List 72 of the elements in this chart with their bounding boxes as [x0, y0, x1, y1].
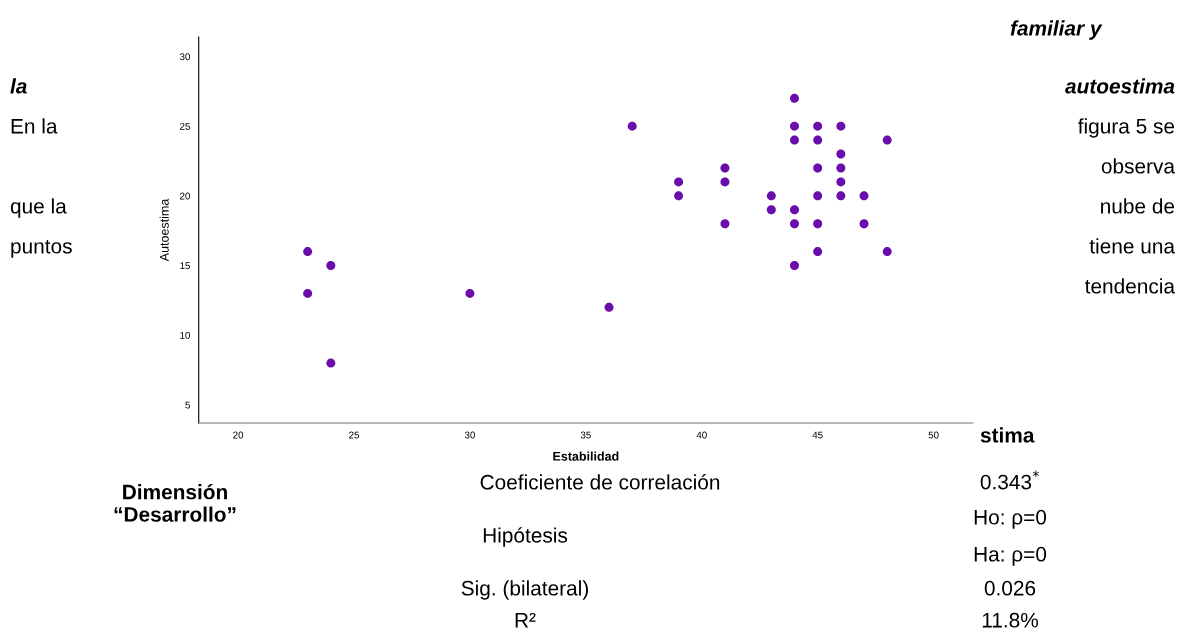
- point: [859, 191, 869, 201]
- point: [465, 288, 475, 298]
- point: [720, 163, 730, 173]
- point: [674, 177, 684, 187]
- point: [720, 219, 730, 229]
- text: 0.343$^{*}$: [980, 470, 1040, 490]
- point: [813, 191, 823, 201]
- x-axis-title: Estabilidad: [553, 451, 619, 461]
- y-tick-label: 10: [180, 331, 190, 339]
- y-tick-label: 5: [185, 401, 190, 409]
- text: En la: [11, 118, 58, 134]
- point: [789, 135, 799, 145]
- point: [836, 191, 846, 201]
- text: observa: [1101, 158, 1175, 174]
- point: [836, 149, 846, 159]
- point: [813, 219, 823, 229]
- text: Ho: ρ=0: [974, 509, 1047, 529]
- x-tick-label: 45: [812, 431, 823, 439]
- text: la: [10, 78, 27, 94]
- point: [789, 205, 799, 215]
- x-tick-label: 30: [464, 431, 475, 439]
- point: [813, 163, 823, 173]
- text: Sig. (bilateral): [461, 580, 588, 600]
- text: tendencia: [1084, 278, 1176, 294]
- text: Dimensión “Desarrollo”: [114, 483, 236, 522]
- point: [836, 121, 846, 131]
- point: [789, 261, 799, 271]
- x-tick-label: 40: [696, 431, 707, 439]
- x-tick-label: 35: [580, 431, 591, 439]
- text: nube de: [1101, 198, 1175, 214]
- point: [836, 177, 846, 187]
- point: [326, 261, 336, 271]
- text: figura 5 se: [1078, 118, 1175, 138]
- y-axis-title: Autoestima: [159, 198, 169, 262]
- point: [326, 358, 336, 368]
- text: 0.026: [984, 580, 1036, 596]
- x-tick-label: 20: [233, 431, 244, 439]
- point: [766, 205, 776, 215]
- text: 11.8%: [982, 612, 1039, 628]
- y-tick-label: 30: [179, 53, 190, 61]
- point: [813, 135, 823, 145]
- text: que la: [10, 198, 67, 218]
- x-tick-label: 25: [349, 431, 360, 439]
- text: R²: [515, 612, 536, 628]
- point: [859, 219, 869, 229]
- point: [836, 163, 846, 173]
- point: [627, 121, 637, 131]
- point: [604, 302, 614, 312]
- text: tiene una: [1089, 238, 1176, 254]
- point: [882, 135, 892, 145]
- point: [882, 247, 892, 257]
- text: familiar y: [1010, 20, 1103, 40]
- text: Coeficiente de correlación: [480, 474, 720, 490]
- point: [813, 121, 823, 131]
- point: [766, 191, 776, 201]
- text: puntos: [11, 239, 72, 258]
- text: Ha: ρ=0: [974, 546, 1047, 566]
- text: autoestima: [1065, 78, 1175, 94]
- x-tick-label: 50: [928, 431, 939, 439]
- point: [813, 247, 823, 257]
- y-tick-label: 20: [180, 192, 190, 200]
- text: stima: [980, 427, 1035, 443]
- y-tick-label: 15: [180, 262, 190, 270]
- point: [303, 247, 313, 257]
- point: [674, 191, 684, 201]
- point: [303, 288, 313, 298]
- point: [789, 93, 799, 103]
- point: [789, 219, 799, 229]
- point: [720, 177, 730, 187]
- text: Hipótesis: [483, 527, 568, 547]
- point: [789, 121, 799, 131]
- y-tick-label: 25: [180, 122, 190, 130]
